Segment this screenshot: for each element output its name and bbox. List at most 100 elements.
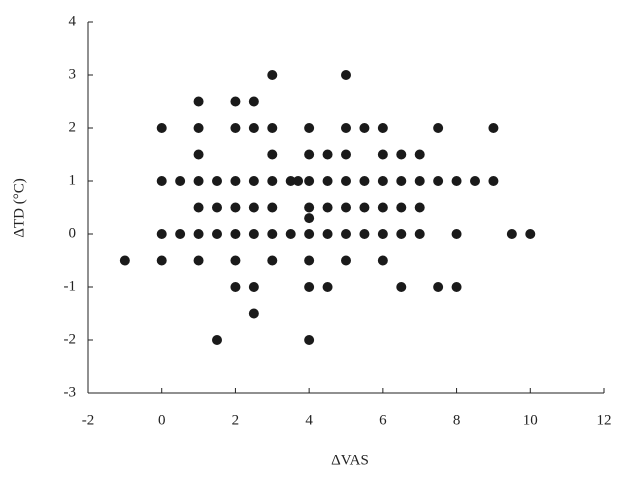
point bbox=[377, 255, 388, 266]
point bbox=[414, 229, 425, 239]
x-tick-label: 2 bbox=[232, 412, 240, 428]
point bbox=[230, 96, 241, 107]
point bbox=[377, 123, 388, 133]
point bbox=[304, 255, 315, 266]
point bbox=[193, 149, 204, 160]
point bbox=[193, 202, 204, 213]
point bbox=[230, 229, 241, 239]
point bbox=[212, 335, 222, 345]
point bbox=[488, 123, 499, 133]
point bbox=[212, 176, 222, 186]
y-axis-label: ΔTD (°C) bbox=[11, 178, 27, 237]
y-tick-label: 1 bbox=[69, 172, 77, 188]
point bbox=[304, 229, 315, 239]
point bbox=[267, 255, 278, 266]
point bbox=[212, 229, 222, 239]
x-tick-label: 0 bbox=[158, 412, 166, 428]
point bbox=[341, 149, 351, 160]
point bbox=[525, 229, 536, 239]
point bbox=[248, 308, 259, 319]
point bbox=[267, 202, 278, 213]
point bbox=[377, 229, 388, 239]
point bbox=[359, 176, 370, 186]
point bbox=[451, 176, 462, 186]
point bbox=[322, 282, 333, 292]
x-tick-label: 8 bbox=[453, 412, 461, 428]
point bbox=[267, 176, 278, 186]
point bbox=[193, 123, 204, 133]
point bbox=[230, 255, 241, 266]
point bbox=[193, 96, 204, 107]
point bbox=[451, 229, 462, 239]
point bbox=[433, 176, 444, 186]
point bbox=[119, 255, 130, 266]
point bbox=[414, 202, 425, 213]
point bbox=[230, 202, 241, 213]
point bbox=[248, 202, 259, 213]
point bbox=[341, 70, 351, 80]
point bbox=[212, 202, 222, 213]
point bbox=[414, 176, 425, 186]
point bbox=[359, 202, 370, 213]
y-tick-label: 0 bbox=[69, 225, 77, 241]
x-tick-label: -2 bbox=[82, 412, 95, 428]
point bbox=[193, 255, 204, 266]
x-tick-label: 4 bbox=[305, 412, 313, 428]
y-tick-label: -1 bbox=[64, 278, 77, 294]
point bbox=[341, 255, 351, 266]
point bbox=[193, 229, 204, 239]
point bbox=[285, 176, 296, 186]
y-tick-label: 2 bbox=[69, 119, 77, 135]
point bbox=[267, 70, 278, 80]
point bbox=[470, 176, 480, 186]
point bbox=[396, 149, 407, 160]
point bbox=[267, 123, 278, 133]
point bbox=[304, 282, 315, 292]
point bbox=[248, 96, 259, 107]
x-axis-label: ΔVAS bbox=[331, 452, 369, 468]
point bbox=[230, 123, 241, 133]
x-tick-label: 10 bbox=[523, 412, 538, 428]
point bbox=[341, 202, 351, 213]
point bbox=[248, 123, 259, 133]
x-tick-label: 6 bbox=[379, 412, 387, 428]
y-tick-label: 4 bbox=[69, 13, 77, 29]
point bbox=[377, 149, 388, 160]
point bbox=[248, 282, 259, 292]
point bbox=[322, 176, 333, 186]
point bbox=[175, 229, 186, 239]
point bbox=[377, 176, 388, 186]
point bbox=[396, 229, 407, 239]
point bbox=[193, 176, 204, 186]
point bbox=[304, 149, 315, 160]
point bbox=[156, 176, 167, 186]
point bbox=[175, 176, 186, 186]
point bbox=[230, 176, 241, 186]
point bbox=[341, 176, 351, 186]
point bbox=[156, 255, 167, 266]
point bbox=[304, 335, 315, 345]
point bbox=[156, 229, 167, 239]
point bbox=[293, 176, 304, 186]
point bbox=[359, 229, 370, 239]
x-tick-label: 12 bbox=[597, 412, 612, 428]
point bbox=[267, 229, 278, 239]
point bbox=[396, 282, 407, 292]
point bbox=[341, 123, 351, 133]
point bbox=[396, 176, 407, 186]
point bbox=[322, 202, 333, 213]
point bbox=[451, 282, 462, 292]
point bbox=[433, 123, 444, 133]
point bbox=[506, 229, 517, 239]
point bbox=[341, 229, 351, 239]
point bbox=[248, 176, 259, 186]
point bbox=[304, 202, 315, 213]
point bbox=[322, 149, 333, 160]
point bbox=[359, 123, 370, 133]
point bbox=[414, 149, 425, 160]
point bbox=[377, 202, 388, 213]
point bbox=[267, 149, 278, 160]
point bbox=[230, 282, 241, 292]
point bbox=[396, 202, 407, 213]
